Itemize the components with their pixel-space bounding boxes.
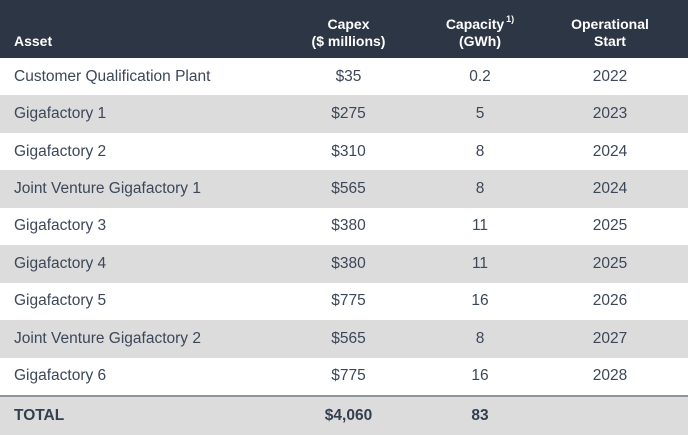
- table-row: Gigafactory 4 $380 11 2025: [0, 245, 688, 283]
- table-total-row: TOTAL $4,060 83: [0, 394, 688, 435]
- cell-asset: Gigafactory 5: [14, 292, 107, 310]
- cell-capex: $310: [331, 142, 366, 160]
- footnote-marker: 1): [506, 14, 515, 24]
- cell-capacity: 16: [471, 367, 489, 385]
- cell-capex: $775: [331, 292, 366, 310]
- table-row: Joint Venture Gigafactory 1 $565 8 2024: [0, 170, 688, 208]
- cell-capex: $380: [331, 217, 366, 235]
- header-capex-line1: Capex: [327, 16, 370, 32]
- header-cell-asset: Asset: [14, 33, 53, 49]
- total-capacity: 83: [471, 406, 489, 424]
- cell-operational-start: 2025: [592, 254, 628, 272]
- cell-asset: Gigafactory 4: [14, 254, 107, 272]
- cell-capacity: 5: [475, 105, 485, 123]
- total-capex: $4,060: [324, 406, 373, 424]
- header-operational-line1: Operational: [571, 16, 649, 32]
- cell-capacity: 16: [471, 292, 489, 310]
- cell-capacity: 8: [475, 142, 485, 160]
- cell-asset: Gigafactory 3: [14, 217, 107, 235]
- header-capacity-label: Capacity: [445, 16, 505, 32]
- cell-asset: Gigafactory 6: [14, 367, 107, 385]
- cell-capex: $380: [331, 254, 366, 272]
- cell-operational-start: 2026: [592, 292, 628, 310]
- table-row: Gigafactory 6 $775 16 2028: [0, 357, 688, 395]
- cell-operational-start: 2024: [592, 142, 628, 160]
- cell-capex: $565: [331, 329, 366, 347]
- header-cell-operational-start: Operational Start: [548, 16, 688, 50]
- table-row: Gigafactory 5 $775 16 2026: [0, 282, 688, 321]
- cell-asset: Joint Venture Gigafactory 2: [14, 329, 201, 347]
- header-cell-capex: Capex ($ millions): [285, 16, 412, 50]
- cell-operational-start: 2024: [592, 180, 628, 198]
- table-row: Gigafactory 2 $310 8 2024: [0, 132, 688, 171]
- cell-capex: $565: [331, 180, 366, 198]
- cell-capacity: 0.2: [469, 67, 491, 85]
- cell-capex: $275: [331, 105, 366, 123]
- table-row: Joint Venture Gigafactory 2 $565 8 2027: [0, 320, 688, 358]
- cell-operational-start: 2022: [592, 67, 628, 85]
- cell-operational-start: 2027: [592, 329, 628, 347]
- table-row: Customer Qualification Plant $35 0.2 202…: [0, 58, 688, 96]
- cell-asset: Gigafactory 2: [14, 142, 107, 160]
- total-label: TOTAL: [14, 406, 65, 424]
- cell-operational-start: 2028: [592, 367, 628, 385]
- cell-capex: $775: [331, 367, 366, 385]
- table-header-row: Asset Capex ($ millions) Capacity 1) (GWh…: [0, 0, 688, 58]
- table-row: Gigafactory 1 $275 5 2023: [0, 95, 688, 133]
- header-capacity-line1: Capacity 1): [412, 11, 548, 33]
- cell-capacity: 8: [475, 180, 485, 198]
- cell-asset: Customer Qualification Plant: [14, 67, 211, 85]
- cell-operational-start: 2025: [592, 217, 628, 235]
- cell-capacity: 11: [471, 217, 489, 235]
- cell-asset: Joint Venture Gigafactory 1: [14, 180, 201, 198]
- header-operational-line2: Start: [594, 33, 626, 49]
- header-capex-line2: ($ millions): [311, 33, 386, 49]
- cell-capex: $35: [335, 67, 362, 85]
- cell-capacity: 8: [475, 329, 485, 347]
- header-cell-capacity: Capacity 1) (GWh): [412, 11, 548, 50]
- cell-operational-start: 2023: [592, 105, 628, 123]
- header-capacity-line2: (GWh): [459, 33, 501, 49]
- cell-asset: Gigafactory 1: [14, 105, 107, 123]
- cell-capacity: 11: [471, 254, 489, 272]
- table-row: Gigafactory 3 $380 11 2025: [0, 207, 688, 246]
